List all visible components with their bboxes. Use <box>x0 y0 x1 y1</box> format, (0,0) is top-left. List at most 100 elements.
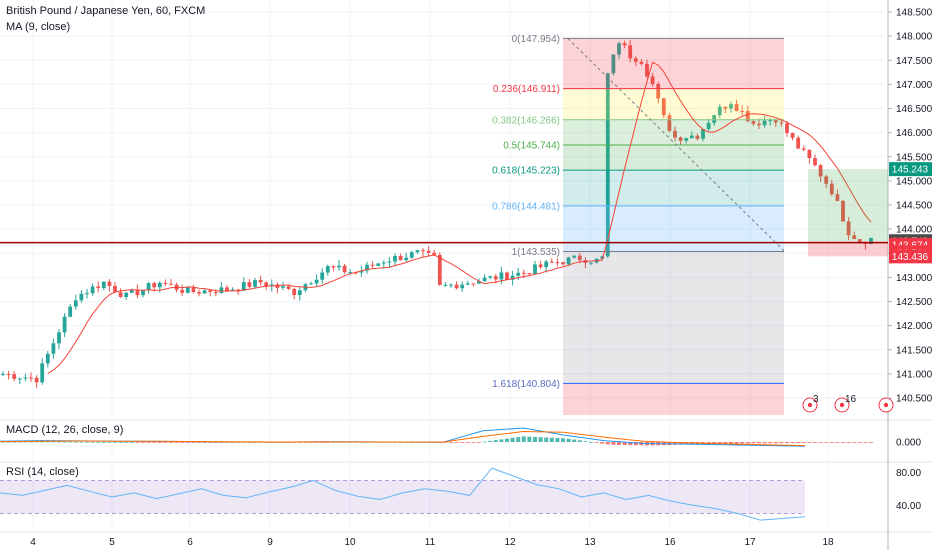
candle[interactable] <box>73 294 78 310</box>
candle[interactable] <box>129 288 134 293</box>
candle[interactable] <box>645 59 649 78</box>
candle[interactable] <box>561 262 565 266</box>
overlay-shapes[interactable]: 3 16 <box>0 169 894 413</box>
candle[interactable] <box>286 285 291 291</box>
candle[interactable] <box>185 287 190 294</box>
candle[interactable] <box>415 249 420 255</box>
candle[interactable] <box>309 281 313 286</box>
candle[interactable] <box>661 97 666 119</box>
candle[interactable] <box>734 99 739 112</box>
candle[interactable] <box>208 290 213 297</box>
candle[interactable] <box>1 371 5 377</box>
candle[interactable] <box>611 54 616 76</box>
candle[interactable] <box>370 261 375 268</box>
candle[interactable] <box>723 106 728 113</box>
candle[interactable] <box>90 283 95 296</box>
candle[interactable] <box>757 118 761 130</box>
candle[interactable] <box>101 281 106 291</box>
candle[interactable] <box>460 281 465 293</box>
candle[interactable] <box>62 313 67 338</box>
candle[interactable] <box>555 258 560 267</box>
candle[interactable] <box>796 135 801 150</box>
candle[interactable] <box>6 370 11 380</box>
candle[interactable] <box>241 277 246 291</box>
candle[interactable] <box>533 260 537 275</box>
candle[interactable] <box>729 101 733 113</box>
candle[interactable] <box>689 131 694 139</box>
candle[interactable] <box>566 256 571 267</box>
candle[interactable] <box>471 283 476 287</box>
candle[interactable] <box>762 115 767 128</box>
candle[interactable] <box>639 59 644 66</box>
event-marker[interactable]: 16 <box>834 394 857 413</box>
candle[interactable] <box>253 278 257 289</box>
candle[interactable] <box>701 129 705 142</box>
candle[interactable] <box>465 280 470 286</box>
candle[interactable] <box>297 286 302 301</box>
candle[interactable] <box>146 282 151 294</box>
candle[interactable] <box>712 114 717 126</box>
candle[interactable] <box>219 282 224 294</box>
candle[interactable] <box>617 41 621 60</box>
candle[interactable] <box>40 358 45 385</box>
candle[interactable] <box>505 271 509 280</box>
candle[interactable] <box>34 375 39 388</box>
candle[interactable] <box>549 258 554 263</box>
candle[interactable] <box>258 275 263 286</box>
candle[interactable] <box>813 154 817 167</box>
candle[interactable] <box>650 72 655 87</box>
candle[interactable] <box>320 267 325 284</box>
candle[interactable] <box>751 119 756 127</box>
candle[interactable] <box>107 278 112 292</box>
candle[interactable] <box>773 119 778 128</box>
candle[interactable] <box>409 250 414 260</box>
candle[interactable] <box>717 104 722 119</box>
candle[interactable] <box>96 281 101 293</box>
candle[interactable] <box>829 180 834 197</box>
candle[interactable] <box>706 118 711 131</box>
candle[interactable] <box>202 288 207 294</box>
candle[interactable] <box>342 263 347 275</box>
candle[interactable] <box>17 377 22 385</box>
candle[interactable] <box>124 291 129 301</box>
event-marker[interactable]: 3 <box>802 394 819 413</box>
candle[interactable] <box>398 253 403 261</box>
candle[interactable] <box>135 284 140 299</box>
candle[interactable] <box>695 133 700 141</box>
candle[interactable] <box>12 371 17 382</box>
candle[interactable] <box>432 249 437 256</box>
profit-zone[interactable] <box>808 169 888 242</box>
candle[interactable] <box>835 189 840 202</box>
candle[interactable] <box>85 288 89 299</box>
candle[interactable] <box>544 259 549 273</box>
candle[interactable] <box>779 119 784 127</box>
candle[interactable] <box>678 136 683 145</box>
candle[interactable] <box>785 121 789 137</box>
candle[interactable] <box>589 262 593 266</box>
candle[interactable] <box>292 288 297 300</box>
candle[interactable] <box>790 132 795 141</box>
candle[interactable] <box>348 268 353 276</box>
candle[interactable] <box>818 163 823 182</box>
candle[interactable] <box>331 265 336 272</box>
candle[interactable] <box>499 266 504 285</box>
candle[interactable] <box>376 262 381 267</box>
candle[interactable] <box>628 40 633 63</box>
candle[interactable] <box>633 56 638 67</box>
candle[interactable] <box>852 231 857 240</box>
candle[interactable] <box>113 282 117 294</box>
candle[interactable] <box>68 304 73 318</box>
candle[interactable] <box>337 260 341 271</box>
fibonacci-retracement[interactable]: 0(147.954) 0.236(146.911) 0.382(146.266) 0.… <box>492 34 785 415</box>
candle[interactable] <box>197 289 201 297</box>
candle[interactable] <box>449 283 453 288</box>
candle[interactable] <box>673 126 677 142</box>
candle[interactable] <box>29 372 33 382</box>
candle[interactable] <box>51 338 56 360</box>
candle[interactable] <box>157 281 162 293</box>
candle[interactable] <box>538 260 543 270</box>
stop-zone[interactable] <box>808 241 888 257</box>
candle[interactable] <box>247 279 252 289</box>
candle[interactable] <box>443 282 448 287</box>
candle[interactable] <box>572 255 577 259</box>
